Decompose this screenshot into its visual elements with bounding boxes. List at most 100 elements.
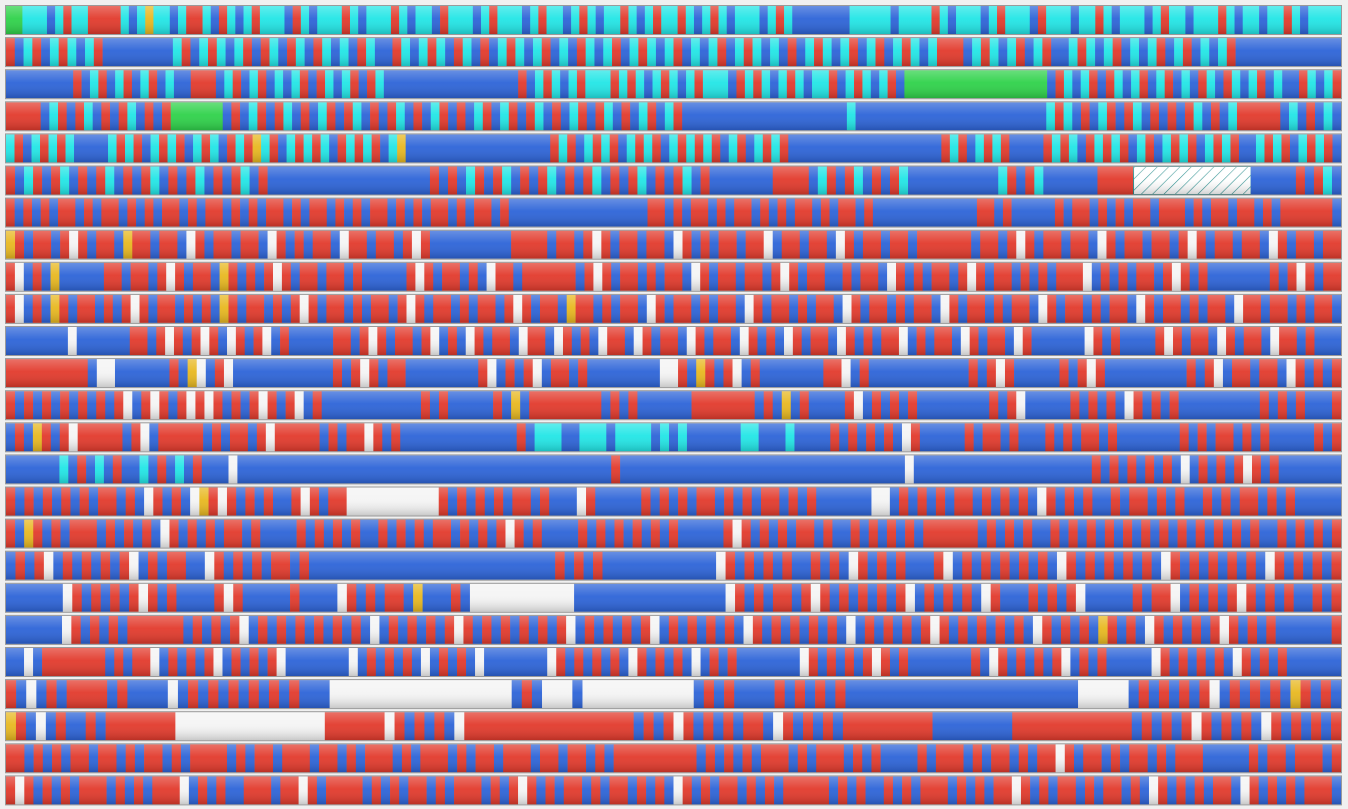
cluster-block xyxy=(1203,776,1214,805)
cluster-block xyxy=(129,583,139,612)
cluster-block xyxy=(387,198,397,227)
cluster-block xyxy=(231,391,241,420)
cluster-block xyxy=(87,166,97,195)
cluster-block xyxy=(772,551,783,580)
cluster-block xyxy=(1252,455,1262,484)
cluster-block xyxy=(6,712,17,741)
cluster-block xyxy=(991,487,1001,516)
cluster-block xyxy=(1142,551,1152,580)
cluster-block xyxy=(969,327,979,355)
cluster-block xyxy=(664,198,674,227)
cluster-block xyxy=(192,615,203,644)
cluster-block xyxy=(659,519,670,548)
cluster-block xyxy=(96,166,106,195)
cluster-block xyxy=(160,519,170,548)
cluster-block xyxy=(744,262,763,291)
cluster-block xyxy=(484,648,548,676)
cluster-block xyxy=(1127,262,1137,291)
cluster-block xyxy=(655,776,665,805)
cluster-block xyxy=(1259,519,1278,548)
cluster-block xyxy=(743,38,753,67)
cluster-block xyxy=(70,744,90,773)
cluster-block xyxy=(529,166,539,195)
cluster-block xyxy=(962,551,973,580)
cluster-block xyxy=(1039,776,1049,805)
cluster-block xyxy=(844,230,855,259)
cluster-block xyxy=(213,391,223,420)
cluster-block xyxy=(1323,102,1333,131)
cluster-block xyxy=(1115,198,1125,227)
cluster-block xyxy=(718,648,728,676)
cluster-block xyxy=(406,262,416,291)
cluster-block xyxy=(1059,359,1069,388)
cluster-block xyxy=(226,487,237,516)
cluster-block xyxy=(619,391,629,420)
cluster-block xyxy=(116,134,126,163)
cluster-block xyxy=(228,294,238,323)
cluster-block xyxy=(1167,102,1177,131)
cluster-block xyxy=(646,648,656,676)
cluster-block xyxy=(840,38,850,67)
cluster-block xyxy=(1267,776,1278,805)
cluster-block xyxy=(1037,6,1047,34)
cluster-block xyxy=(1168,519,1178,548)
cluster-block xyxy=(294,230,304,259)
cluster-block xyxy=(1269,294,1288,323)
cluster-block xyxy=(274,102,284,131)
cluster-block xyxy=(1189,583,1200,612)
cluster-block xyxy=(1193,102,1203,131)
cluster-block xyxy=(1042,38,1052,67)
cluster-block xyxy=(1177,519,1187,548)
cluster-block xyxy=(848,423,858,452)
cluster-block xyxy=(370,198,388,227)
cluster-block xyxy=(1100,455,1110,484)
cluster-block xyxy=(382,423,392,452)
cluster-block xyxy=(691,294,701,323)
cluster-block xyxy=(1151,551,1162,580)
cluster-block xyxy=(778,70,788,99)
cluster-block xyxy=(1218,38,1228,67)
cluster-block xyxy=(492,327,511,355)
cluster-block xyxy=(1202,198,1212,227)
cluster-block xyxy=(195,391,205,420)
cluster-block xyxy=(752,615,763,644)
cluster-block xyxy=(826,166,837,195)
cluster-block xyxy=(734,680,775,709)
cluster-block xyxy=(1187,230,1197,259)
cluster-block xyxy=(1061,648,1071,676)
cluster-block xyxy=(222,648,232,676)
cluster-block xyxy=(366,6,392,34)
cluster-block xyxy=(265,423,276,452)
cluster-block xyxy=(190,38,200,67)
cluster-block xyxy=(910,38,920,67)
cluster-block xyxy=(609,134,619,163)
cluster-block xyxy=(460,519,470,548)
cluster-block xyxy=(812,712,824,741)
cluster-block xyxy=(105,391,115,420)
cluster-block xyxy=(1156,487,1167,516)
cluster-block xyxy=(108,615,119,644)
cluster-block xyxy=(572,680,583,709)
cluster-block xyxy=(807,744,817,773)
cluster-block xyxy=(1154,455,1164,484)
cluster-block xyxy=(186,166,196,195)
cluster-block xyxy=(1184,198,1194,227)
cluster-block xyxy=(907,327,917,355)
cluster-block xyxy=(742,744,753,773)
cluster-block xyxy=(14,294,25,323)
cluster-block xyxy=(637,294,648,323)
cluster-block xyxy=(1020,262,1030,291)
cluster-block xyxy=(1024,38,1034,67)
cluster-block xyxy=(777,519,788,548)
cluster-block xyxy=(283,102,293,131)
cluster-block xyxy=(1013,327,1024,355)
cluster-block xyxy=(958,294,968,323)
cluster-block xyxy=(226,744,237,773)
cluster-block xyxy=(779,134,789,163)
cluster-block xyxy=(967,294,986,323)
cluster-block xyxy=(538,6,547,34)
cluster-row xyxy=(5,358,1342,389)
cluster-block xyxy=(384,583,404,612)
cluster-block xyxy=(466,648,476,676)
cluster-block xyxy=(505,359,515,388)
